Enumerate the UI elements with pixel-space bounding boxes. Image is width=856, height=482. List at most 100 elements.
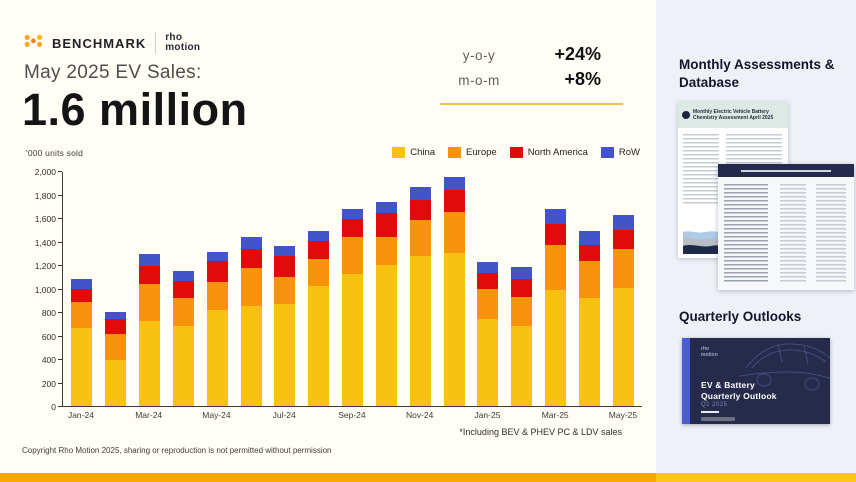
rho-motion-line1: rho xyxy=(165,32,183,43)
bar-segment-europe xyxy=(71,302,93,328)
yoy-label: y-o-y xyxy=(462,48,496,63)
stacked-bar-Nov-24 xyxy=(409,186,431,406)
legend-label: RoW xyxy=(618,147,640,158)
bar-segment-north-america xyxy=(274,256,296,278)
x-tick-label xyxy=(98,410,132,420)
bar-slot-May-24 xyxy=(200,172,234,406)
assessment-table-thumbnail[interactable] xyxy=(718,164,854,290)
x-tick-label: Mar-25 xyxy=(541,410,569,420)
y-tick-mark xyxy=(58,312,62,313)
bar-segment-china xyxy=(477,319,499,406)
bar-segment-china xyxy=(409,255,431,406)
stacked-bar-Feb-24 xyxy=(105,311,127,406)
table-column-3-skeleton xyxy=(816,184,846,282)
bar-segment-north-america xyxy=(375,212,397,237)
card-brand-line2: motion xyxy=(701,351,718,358)
brand-row: BENCHMARK rho motion xyxy=(24,30,200,56)
bar-segment-row xyxy=(139,254,161,267)
footer-accent-stripe-side xyxy=(656,473,856,482)
x-tick-label: Jul-24 xyxy=(272,410,296,420)
x-axis-labels: Jan-24 Mar-24 May-24 Jul-24 Sep-24 Nov-24 Jan-… xyxy=(62,410,642,420)
x-tick-label xyxy=(166,410,200,420)
x-tick-label xyxy=(437,410,471,420)
x-tick-label xyxy=(301,410,335,420)
legend-swatch xyxy=(392,147,406,158)
bar-slot-Jul-24 xyxy=(268,172,302,406)
y-tick-mark xyxy=(58,171,62,172)
table-column-1-skeleton xyxy=(724,184,768,282)
stacked-bar-Aug-24 xyxy=(308,231,330,406)
bar-segment-north-america xyxy=(545,223,566,245)
card-accent-stripe xyxy=(682,338,690,424)
bar-segment-europe xyxy=(612,249,634,288)
y-tick-mark xyxy=(58,265,62,266)
bar-slot-Dec-24 xyxy=(437,172,471,406)
footer-accent-stripe-main xyxy=(0,473,656,482)
bar-segment-china xyxy=(308,286,330,406)
bar-segment-row xyxy=(545,208,566,224)
bar-segment-row xyxy=(240,237,262,250)
sidebar-section-title-quarterly: Quarterly Outlooks xyxy=(679,309,802,324)
stacked-bar-Jan-25 xyxy=(477,262,499,406)
bar-segment-row xyxy=(578,230,600,246)
sidebar-section-title-monthly: Monthly Assessments & Database xyxy=(679,57,835,91)
y-tick-label: 0 xyxy=(51,402,56,412)
legend-item-north-america: North America xyxy=(509,147,588,158)
benchmark-logo-icon xyxy=(24,33,43,54)
card-title: EV & Battery Quarterly Outlook xyxy=(701,380,777,402)
sidebar: Monthly Assessments & Database Monthly E… xyxy=(656,0,856,482)
quarterly-outlook-card[interactable]: rho motion EV & Battery Quarterly Outloo… xyxy=(682,338,830,424)
y-axis-unit-label: '000 units sold xyxy=(26,148,84,158)
x-tick-label: May-24 xyxy=(202,410,231,420)
legend-label: Europe xyxy=(466,147,497,158)
bar-segment-china xyxy=(578,297,600,406)
y-tick-label: 2,000 xyxy=(34,167,56,177)
stacked-bar-May-24 xyxy=(206,251,228,406)
mom-label: m-o-m xyxy=(458,73,500,88)
bar-segment-north-america xyxy=(443,190,465,212)
ev-sales-chart: '000 units sold China Europe North America… xyxy=(24,146,648,424)
bar-segment-china xyxy=(443,253,465,406)
bar-segment-china xyxy=(206,310,228,406)
bar-segment-row xyxy=(443,176,465,191)
bar-segment-europe xyxy=(545,244,566,291)
bar-segment-north-america xyxy=(71,288,93,303)
mom-value: +8% xyxy=(564,69,601,89)
stacked-bar-Oct-24 xyxy=(375,201,397,406)
y-tick-mark xyxy=(58,288,62,290)
bar-segment-china xyxy=(71,327,93,406)
x-tick-label: Jan-25 xyxy=(474,410,501,420)
y-tick-mark xyxy=(58,335,62,337)
x-tick-label: Sep-24 xyxy=(338,410,366,420)
brand-name: BENCHMARK xyxy=(52,35,147,51)
stacked-bar-Jan-24 xyxy=(71,279,93,406)
legend-item-china: China xyxy=(392,147,435,158)
bar-segment-row xyxy=(511,267,533,280)
y-tick-mark xyxy=(58,194,62,196)
bar-segment-china xyxy=(240,306,262,406)
brand-divider xyxy=(155,32,157,54)
stacked-bar-Dec-24 xyxy=(443,176,465,406)
card-subtitle: Q1 2025 xyxy=(701,402,728,408)
plot-area xyxy=(62,172,642,407)
legend-swatch xyxy=(509,147,523,158)
stacked-bar-Jun-24 xyxy=(240,237,262,406)
bar-segment-north-america xyxy=(308,241,330,260)
bar-segment-north-america xyxy=(511,279,533,297)
x-tick-label xyxy=(233,410,267,420)
y-tick-label: 1,000 xyxy=(34,284,56,295)
rho-motion-logo: rho motion xyxy=(165,33,200,53)
bar-segment-europe xyxy=(240,267,262,307)
bar-segment-north-america xyxy=(578,245,600,261)
page-subtitle: May 2025 EV Sales: xyxy=(24,62,202,83)
card-brand-line1: rho xyxy=(701,346,710,352)
stacked-bar-Feb-25 xyxy=(511,267,533,406)
table-header-bar xyxy=(718,164,854,177)
bar-slot-Nov-24 xyxy=(403,172,437,406)
bar-slot-Jan-24 xyxy=(65,172,99,406)
x-tick-label xyxy=(369,410,403,420)
bar-segment-europe xyxy=(409,220,431,256)
monthly-assessment-thumbnails[interactable]: Monthly Electric Vehicle Battery Chemist… xyxy=(678,100,854,292)
chart-footnote: *Including BEV & PHEV PC & LDV sales xyxy=(459,427,622,437)
chart-legend: China Europe North America RoW xyxy=(392,147,640,158)
